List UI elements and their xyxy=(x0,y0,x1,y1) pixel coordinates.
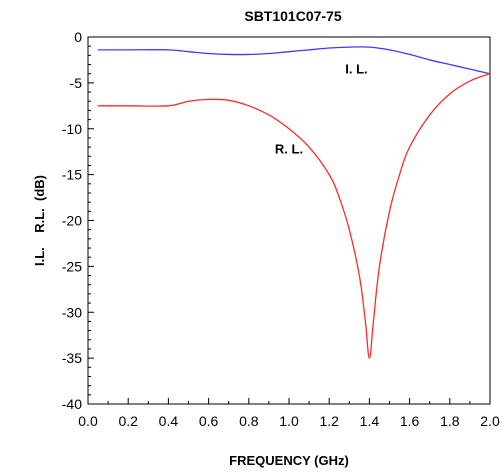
series-line-il xyxy=(98,46,491,75)
chart-title: SBT101C07-75 xyxy=(244,8,341,24)
tick-labels: 0.0 0.2 0.4 0.6 0.8 1.0 1.2 1.4 1.6 1.8 2.0 0 -5 -10 -… xyxy=(62,29,500,429)
plot-area xyxy=(87,36,491,405)
y-tick-label: -30 xyxy=(62,304,82,320)
y-axis-label: I.L. R.L. (dB) xyxy=(32,175,47,266)
x-tick-label: 1.6 xyxy=(400,413,420,429)
annotation-rl: R. L. xyxy=(275,142,303,157)
y-tick-label: -5 xyxy=(70,75,83,91)
y-tick-label: -20 xyxy=(62,213,82,229)
x-tick-label: 2.0 xyxy=(480,413,500,429)
annotation-il: I. L. xyxy=(345,62,367,77)
x-tick-label: 1.8 xyxy=(440,413,460,429)
series-line-rl xyxy=(98,73,491,359)
x-tick-label: 0.4 xyxy=(159,413,179,429)
y-tick-label: 0 xyxy=(74,29,82,45)
x-tick-label: 0.8 xyxy=(239,413,259,429)
x-tick-label: 0.2 xyxy=(118,413,138,429)
x-axis-label: FREQUENCY (GHz) xyxy=(229,453,349,468)
y-tick-label: -35 xyxy=(62,350,82,366)
data-series xyxy=(98,46,491,359)
y-tick-label: -40 xyxy=(62,396,82,412)
tick-marks xyxy=(87,36,491,405)
x-tick-label: 0.0 xyxy=(78,413,98,429)
x-tick-label: 1.4 xyxy=(360,413,380,429)
annotations: I. L. R. L. xyxy=(275,62,368,157)
x-tick-label: 0.6 xyxy=(199,413,219,429)
y-tick-label: -25 xyxy=(62,258,82,274)
y-tick-label: -15 xyxy=(62,167,82,183)
y-tick-label: -10 xyxy=(62,121,82,137)
x-tick-label: 1.2 xyxy=(319,413,339,429)
x-tick-label: 1.0 xyxy=(279,413,299,429)
